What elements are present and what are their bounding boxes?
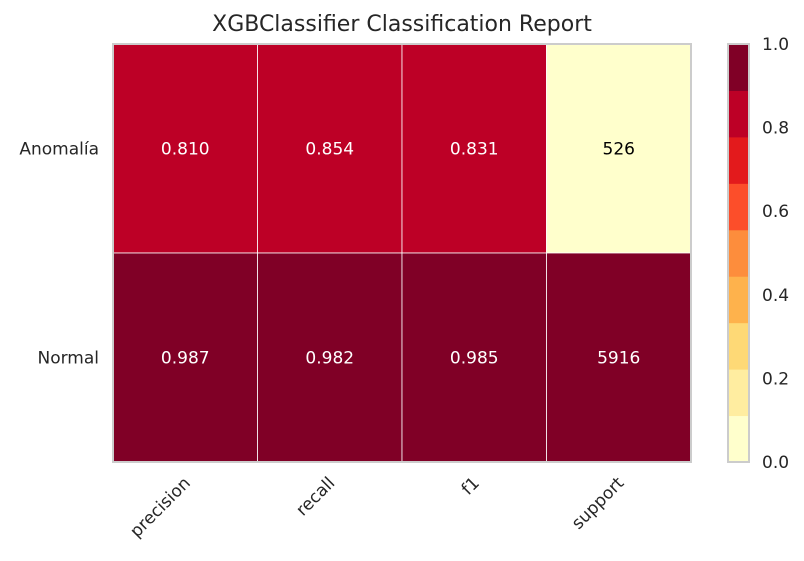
chart-title: XGBClassifier Classification Report: [212, 12, 592, 37]
heatmap-cell: [546, 252, 692, 463]
colorbar-segment: [728, 322, 749, 370]
cell-value-label: 5916: [597, 349, 640, 369]
row-label: Normal: [37, 349, 99, 369]
colorbar-segment: [728, 276, 749, 324]
colorbar-tick-label: 0.0: [762, 453, 789, 473]
cell-value-label: 0.854: [305, 140, 354, 160]
heatmap-cell: [401, 252, 547, 463]
colorbar-tick-label: 1.0: [762, 35, 789, 55]
colorbar-segment: [728, 183, 749, 231]
cell-value-label: 0.831: [450, 140, 499, 160]
colorbar-tick-label: 0.4: [762, 286, 789, 306]
row-label: Anomalía: [19, 140, 99, 160]
colorbar-frame: [727, 43, 750, 463]
colorbar-segment: [728, 369, 749, 417]
column-label: support: [568, 473, 629, 534]
colorbar-tick-label: 0.6: [762, 202, 789, 222]
colorbar-tick-label: 0.8: [762, 119, 789, 139]
colorbar: 0.0 0.2 0.4 0.6 0.8 1.0: [727, 35, 789, 473]
colorbar-segment: [728, 44, 749, 91]
cell-value-label: 0.810: [161, 140, 210, 160]
cell-value-label: 0.985: [450, 349, 499, 369]
column-label: recall: [292, 473, 339, 520]
heatmap-cell: [112, 43, 258, 254]
heatmap-cell: [257, 43, 403, 254]
heatmap-cell: [546, 43, 692, 254]
heatmap-frame: [112, 43, 692, 463]
column-label: precision: [126, 473, 194, 541]
heatmap-layer: 0.810 0.854 0.831 526 0.987 0.982 0.985 5916: [112, 43, 692, 463]
colorbar-tick-label: 0.2: [762, 369, 789, 389]
cell-value-label: 0.987: [161, 349, 210, 369]
colorbar-segment: [728, 90, 749, 138]
heatmap-cell: [257, 252, 403, 463]
heatmap-cell: [112, 252, 258, 463]
colorbar-segment: [728, 415, 749, 463]
cell-value-label: 526: [603, 140, 635, 160]
cell-value-label: 0.982: [305, 349, 354, 369]
colorbar-segment: [728, 229, 749, 277]
colorbar-segment: [728, 136, 749, 184]
column-label: f1: [458, 473, 484, 499]
